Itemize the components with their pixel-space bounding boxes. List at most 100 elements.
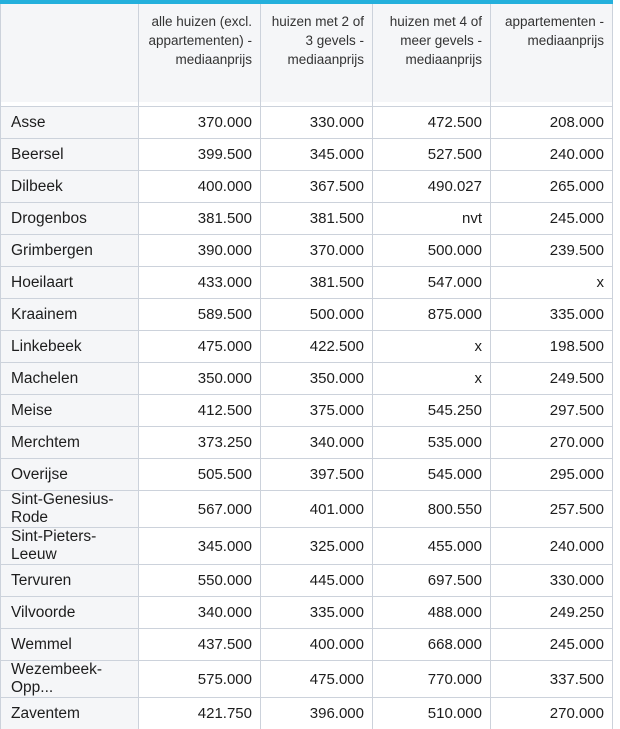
cell-value: 567.000 <box>139 491 261 528</box>
cell-value: 510.000 <box>373 698 491 729</box>
cell-value: 668.000 <box>373 629 491 661</box>
cell-value: 295.000 <box>491 459 613 491</box>
cell-value: 421.750 <box>139 698 261 729</box>
cell-value: 770.000 <box>373 661 491 698</box>
table-row: Tervuren 550.000 445.000 697.500 330.000 <box>0 565 613 597</box>
header-row: alle huizen (excl. appartementen) - medi… <box>0 4 613 107</box>
cell-value: 345.000 <box>139 528 261 565</box>
cell-value: 340.000 <box>261 427 373 459</box>
cell-value: 381.500 <box>261 267 373 299</box>
cell-value: 455.000 <box>373 528 491 565</box>
cell-value: 370.000 <box>139 107 261 139</box>
row-label: Tervuren <box>0 565 139 597</box>
cell-value: x <box>373 331 491 363</box>
cell-value: 505.500 <box>139 459 261 491</box>
cell-value: 208.000 <box>491 107 613 139</box>
row-label: Hoeilaart <box>0 267 139 299</box>
cell-value: 399.500 <box>139 139 261 171</box>
cell-value: 545.000 <box>373 459 491 491</box>
cell-value: nvt <box>373 203 491 235</box>
column-header-4plus-facades: huizen met 4 of meer gevels - mediaanpri… <box>373 4 491 107</box>
cell-value: 245.000 <box>491 203 613 235</box>
cell-value: 249.250 <box>491 597 613 629</box>
row-label: Beersel <box>0 139 139 171</box>
cell-value: 270.000 <box>491 427 613 459</box>
cell-value: 381.500 <box>139 203 261 235</box>
table-row: Linkebeek 475.000 422.500 x 198.500 <box>0 331 613 363</box>
row-label: Merchtem <box>0 427 139 459</box>
cell-value: 337.500 <box>491 661 613 698</box>
cell-value: 490.027 <box>373 171 491 203</box>
cell-value: 412.500 <box>139 395 261 427</box>
cell-value: 335.000 <box>261 597 373 629</box>
price-table: alle huizen (excl. appartementen) - medi… <box>0 4 613 729</box>
cell-value: 249.500 <box>491 363 613 395</box>
table-row: Kraainem 589.500 500.000 875.000 335.000 <box>0 299 613 331</box>
cell-value: 381.500 <box>261 203 373 235</box>
cell-value: 401.000 <box>261 491 373 528</box>
cell-value: 527.500 <box>373 139 491 171</box>
cell-value: 370.000 <box>261 235 373 267</box>
cell-value: 257.500 <box>491 491 613 528</box>
table-row: Machelen 350.000 350.000 x 249.500 <box>0 363 613 395</box>
row-label: Wemmel <box>0 629 139 661</box>
cell-value: 367.500 <box>261 171 373 203</box>
row-label: Kraainem <box>0 299 139 331</box>
cell-value: 875.000 <box>373 299 491 331</box>
cell-value: 422.500 <box>261 331 373 363</box>
row-label: Wezembeek-Opp... <box>0 661 139 698</box>
cell-value: 472.500 <box>373 107 491 139</box>
cell-value: 325.000 <box>261 528 373 565</box>
row-label: Zaventem <box>0 698 139 729</box>
cell-value: 265.000 <box>491 171 613 203</box>
table-row: Hoeilaart 433.000 381.500 547.000 x <box>0 267 613 299</box>
table-row: Asse 370.000 330.000 472.500 208.000 <box>0 107 613 139</box>
cell-value: 396.000 <box>261 698 373 729</box>
cell-value: 800.550 <box>373 491 491 528</box>
row-label: Sint-Pieters-Leeuw <box>0 528 139 565</box>
cell-value: 575.000 <box>139 661 261 698</box>
cell-value: 297.500 <box>491 395 613 427</box>
cell-value: 345.000 <box>261 139 373 171</box>
cell-value: 589.500 <box>139 299 261 331</box>
cell-value: 373.250 <box>139 427 261 459</box>
row-label: Drogenbos <box>0 203 139 235</box>
table-row: Overijse 505.500 397.500 545.000 295.000 <box>0 459 613 491</box>
corner-cell <box>0 4 139 107</box>
table-row: Wezembeek-Opp... 575.000 475.000 770.000 337… <box>0 661 613 698</box>
cell-value: 330.000 <box>491 565 613 597</box>
table-header: alle huizen (excl. appartementen) - medi… <box>0 4 613 107</box>
cell-value: 475.000 <box>261 661 373 698</box>
table-body: Asse 370.000 330.000 472.500 208.000 Beersel 3… <box>0 107 613 729</box>
table-row: Wemmel 437.500 400.000 668.000 245.000 <box>0 629 613 661</box>
cell-value: 697.500 <box>373 565 491 597</box>
cell-value: 500.000 <box>261 299 373 331</box>
row-label: Sint-Genesius-Rode <box>0 491 139 528</box>
cell-value: 330.000 <box>261 107 373 139</box>
cell-value: 240.000 <box>491 528 613 565</box>
cell-value: 375.000 <box>261 395 373 427</box>
cell-value: 550.000 <box>139 565 261 597</box>
cell-value: x <box>373 363 491 395</box>
cell-value: 475.000 <box>139 331 261 363</box>
row-label: Machelen <box>0 363 139 395</box>
row-label: Overijse <box>0 459 139 491</box>
cell-value: 390.000 <box>139 235 261 267</box>
column-header-all-houses: alle huizen (excl. appartementen) - medi… <box>139 4 261 107</box>
row-label: Vilvoorde <box>0 597 139 629</box>
table-row: Sint-Genesius-Rode 567.000 401.000 800.550 2… <box>0 491 613 528</box>
cell-value: 445.000 <box>261 565 373 597</box>
table-row: Grimbergen 390.000 370.000 500.000 239.500 <box>0 235 613 267</box>
table-row: Meise 412.500 375.000 545.250 297.500 <box>0 395 613 427</box>
cell-value: 270.000 <box>491 698 613 729</box>
table-row: Sint-Pieters-Leeuw 345.000 325.000 455.000 2… <box>0 528 613 565</box>
row-label: Meise <box>0 395 139 427</box>
cell-value: 245.000 <box>491 629 613 661</box>
cell-value: 397.500 <box>261 459 373 491</box>
table-row: Beersel 399.500 345.000 527.500 240.000 <box>0 139 613 171</box>
row-label: Dilbeek <box>0 171 139 203</box>
row-label: Grimbergen <box>0 235 139 267</box>
cell-value: 488.000 <box>373 597 491 629</box>
cell-value: 400.000 <box>139 171 261 203</box>
cell-value: 350.000 <box>261 363 373 395</box>
